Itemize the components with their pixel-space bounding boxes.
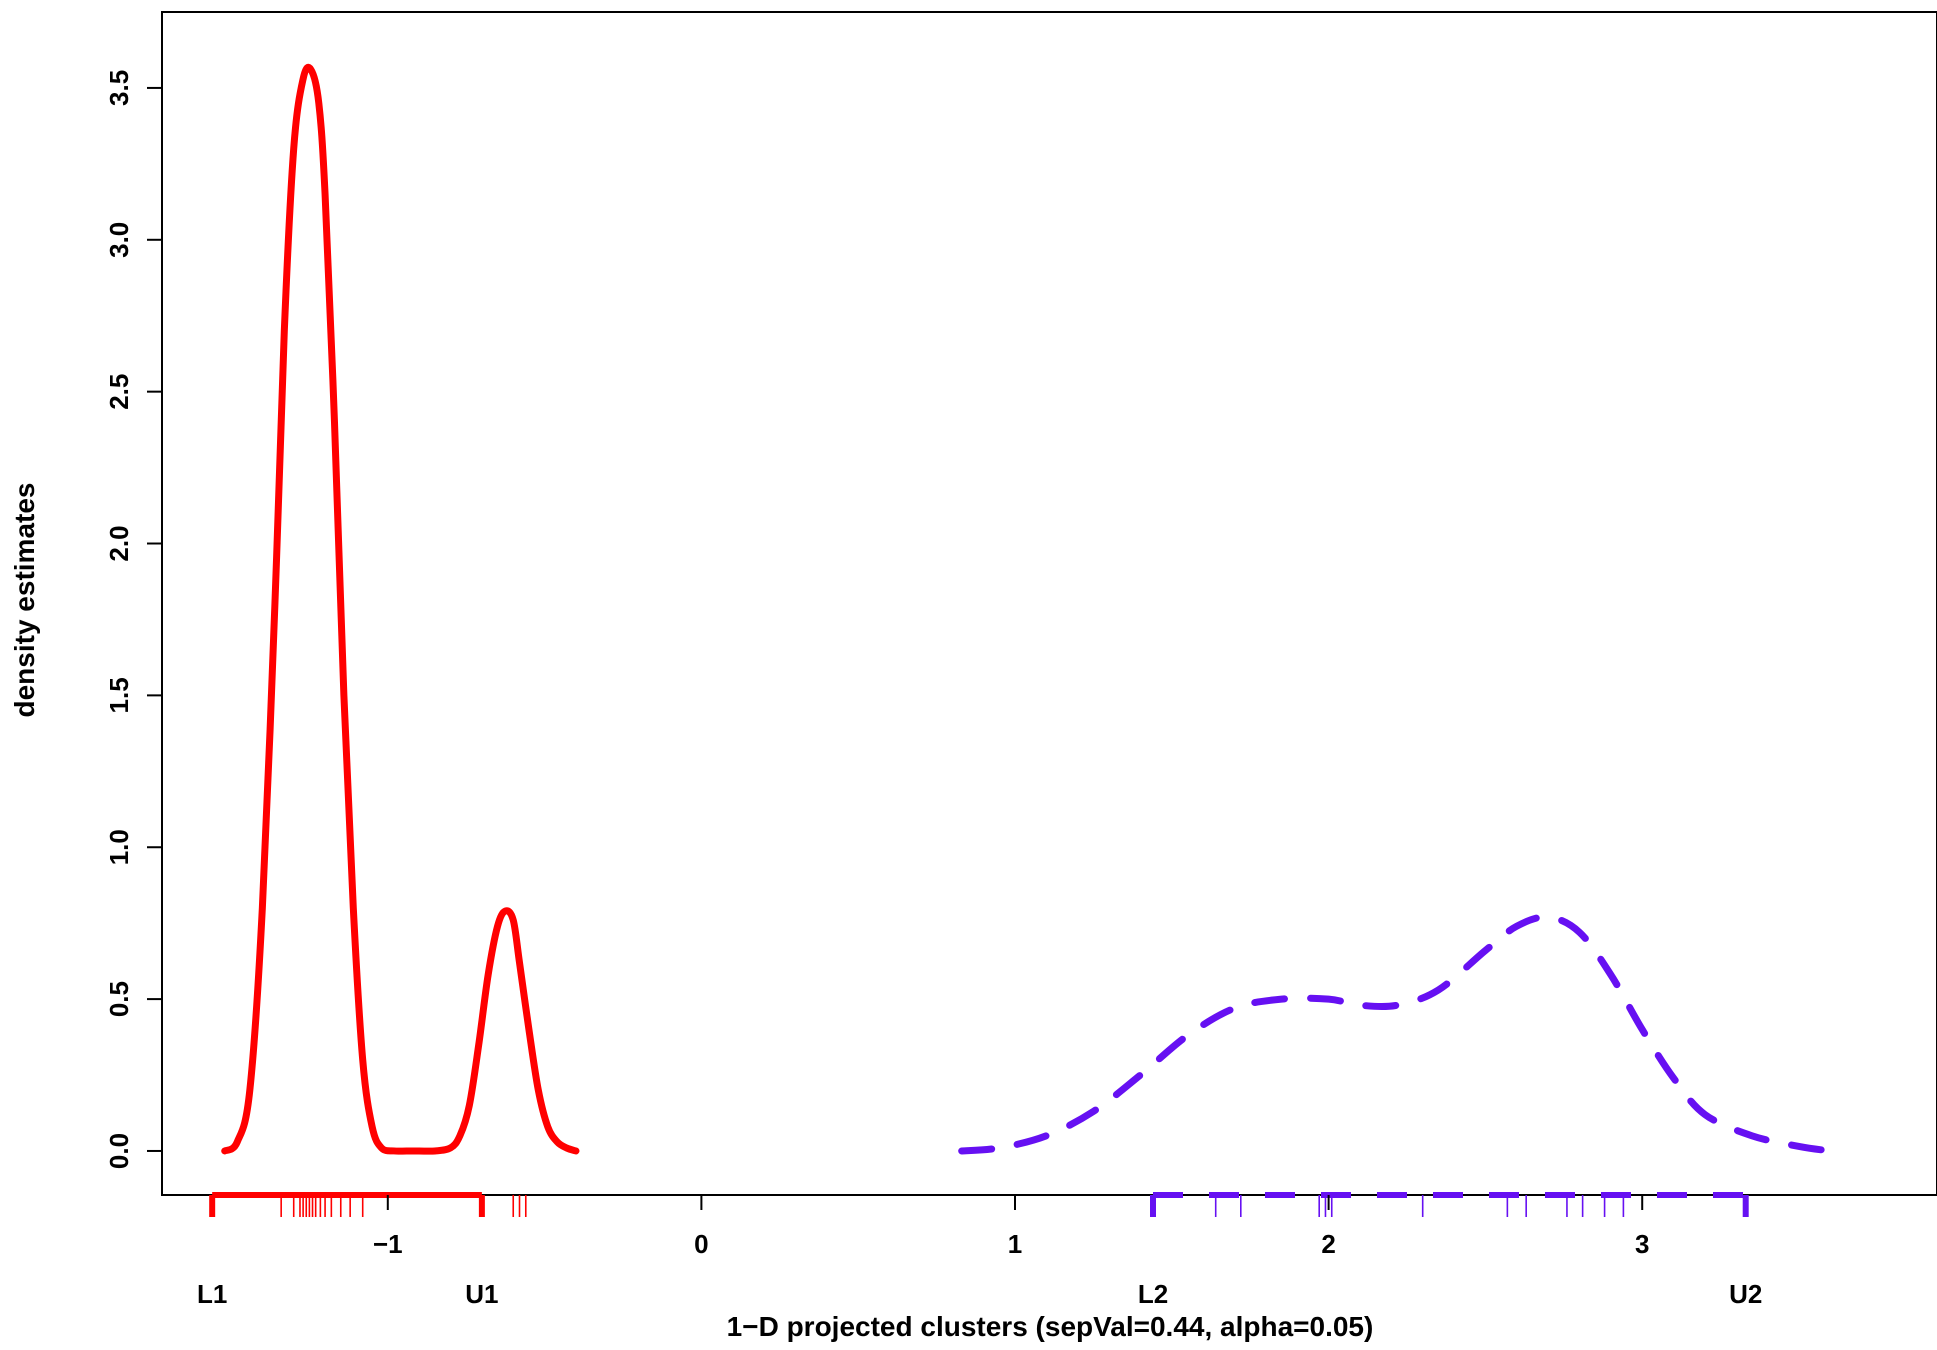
bound-label-u1: U1 [465,1279,498,1309]
y-tick-label: 3.0 [104,222,134,258]
bound-label-l2: L2 [1138,1279,1168,1309]
y-tick-label: 0.0 [104,1133,134,1169]
bound-label-l1: L1 [197,1279,227,1309]
x-axis: −1 0 1 2 3 [373,1195,1649,1259]
cluster-bounds: L1 U1 L2 U2 [197,1192,1762,1309]
x-tick-label: −1 [373,1229,403,1259]
x-tick-label: 2 [1321,1229,1335,1259]
x-tick-label: 3 [1635,1229,1649,1259]
density-curve-1 [221,63,580,1155]
x-tick-label: 1 [1008,1229,1022,1259]
density-curves [221,63,1834,1155]
bound-label-u2: U2 [1729,1279,1762,1309]
x-axis-title: 1−D projected clusters (sepVal=0.44, alp… [727,1311,1374,1342]
y-tick-label: 1.0 [104,829,134,865]
y-tick-label: 2.5 [104,374,134,410]
rug-marks [280,1195,1625,1217]
y-tick-label: 3.5 [104,70,134,106]
y-axis: 0.0 0.5 1.0 1.5 2.0 2.5 3.0 3.5 [104,70,162,1169]
x-tick-label: 0 [694,1229,708,1259]
plot-frame [161,11,1937,1196]
y-tick-label: 2.0 [104,525,134,561]
y-tick-label: 1.5 [104,677,134,713]
density-curve-2 [958,913,1834,1155]
y-tick-label: 0.5 [104,981,134,1017]
y-axis-title: density estimates [9,483,40,718]
